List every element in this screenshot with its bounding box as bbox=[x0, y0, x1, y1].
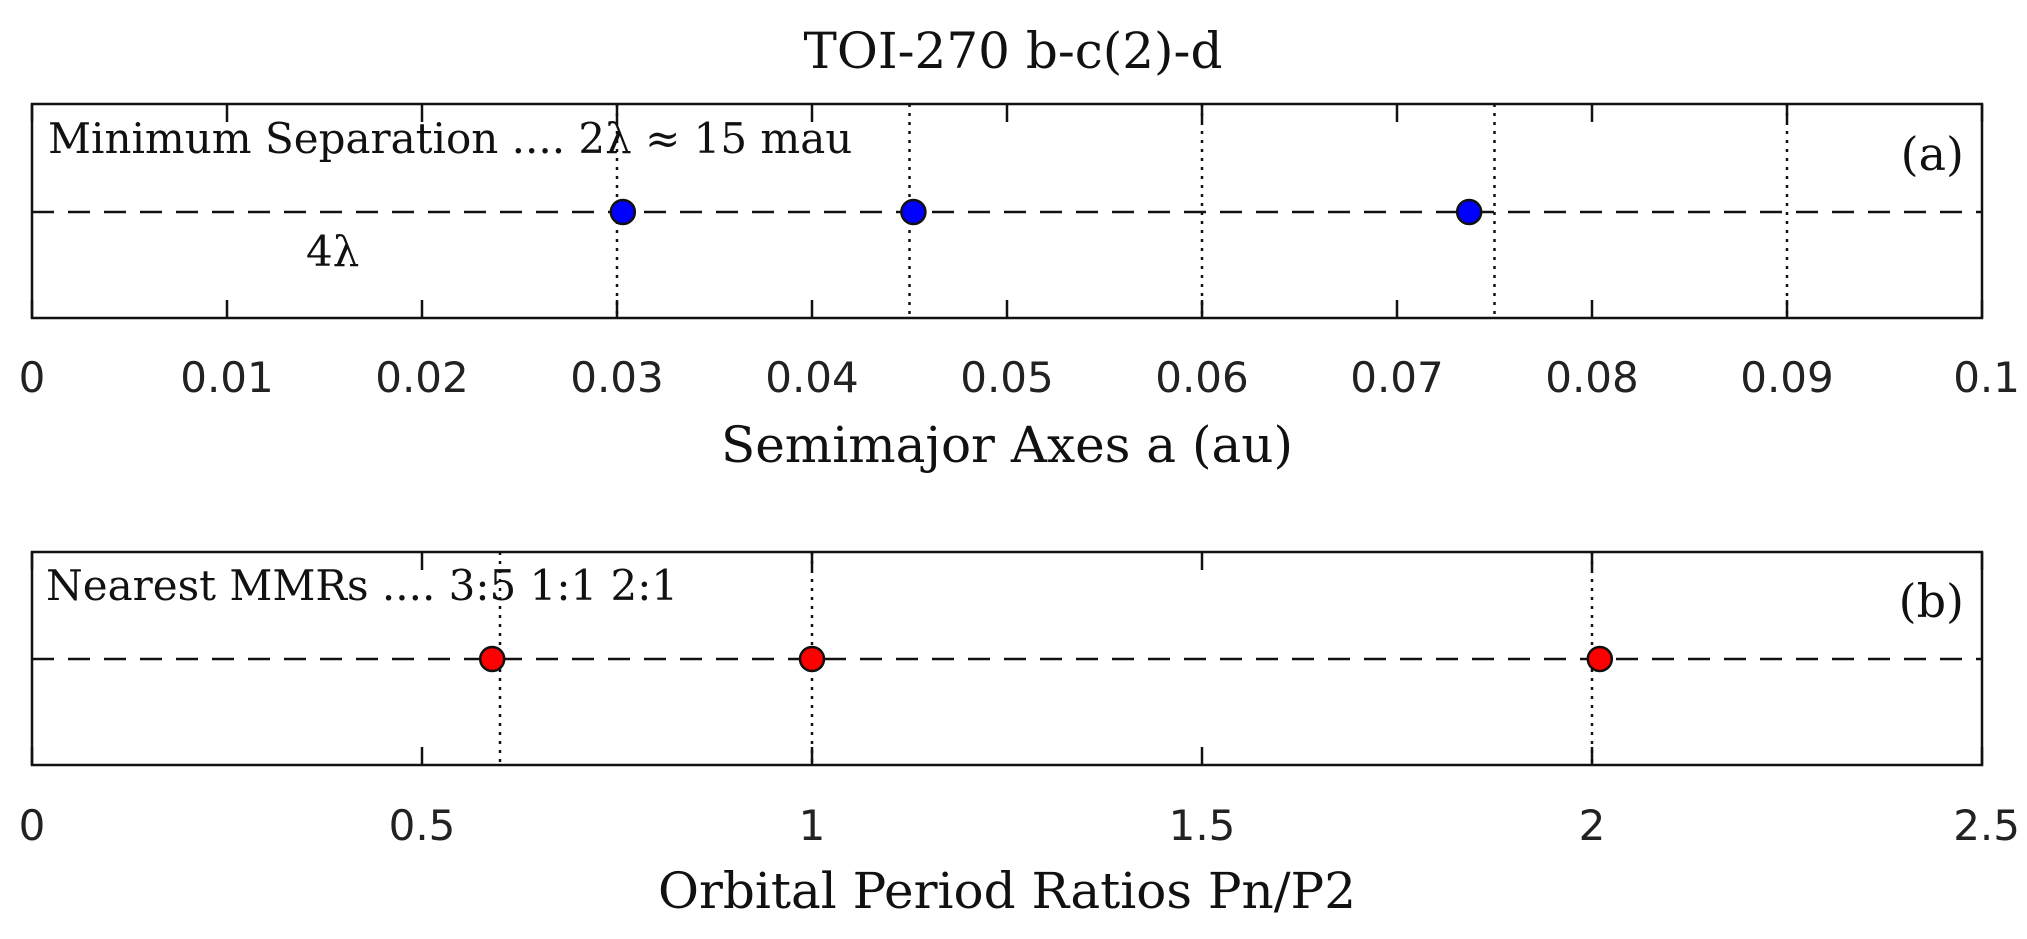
panel-b-tick-label-1: 0.5 bbox=[389, 801, 456, 850]
panel-a-frame bbox=[30, 102, 1984, 320]
chart-title: TOI-270 b-c(2)-d bbox=[804, 22, 1223, 80]
panel-b-tick-label-2: 1 bbox=[799, 801, 826, 850]
panel-a-tick-label-8: 0.08 bbox=[1545, 353, 1639, 402]
panel-a-annotation-4lambda: 4λ bbox=[306, 227, 359, 276]
panel-b-marker-2 bbox=[1586, 645, 1614, 673]
panel-a-tick-labels: 0 0.01 0.02 0.03 0.04 0.05 0.06 0.07 0.08 0.09 0.1 bbox=[19, 353, 2020, 402]
panel-b-marker-0 bbox=[478, 645, 506, 673]
panel-a-tick-label-5: 0.05 bbox=[960, 353, 1054, 402]
panel-a-annotation: Minimum Separation .... 2λ ≈ 15 mau bbox=[48, 114, 852, 163]
panel-b-frame bbox=[30, 550, 1984, 767]
panel-a-marker-1 bbox=[900, 198, 927, 226]
panel-a-tick-label-6: 0.06 bbox=[1155, 353, 1249, 402]
panel-b-marker-1 bbox=[798, 645, 826, 673]
panel-a: 0 0.01 0.02 0.03 0.04 0.05 0.06 0.07 0.08 0.09 0.1… bbox=[19, 102, 2020, 474]
panel-a-tick-label-9: 0.09 bbox=[1740, 353, 1834, 402]
panel-a-tick-label-1: 0.01 bbox=[180, 353, 274, 402]
panel-a-markers bbox=[609, 198, 1483, 226]
panel-a-marker-0 bbox=[609, 198, 637, 226]
panel-b: 0 0.5 1 1.5 2 2.5 Nearest MMRs .... 3:5 1:1 2… bbox=[19, 550, 2020, 920]
panel-a-label: (a) bbox=[1901, 127, 1964, 181]
panel-b-tick-label-0: 0 bbox=[19, 801, 46, 850]
panel-a-tick-label-3: 0.03 bbox=[570, 353, 664, 402]
panel-b-annotation: Nearest MMRs .... 3:5 1:1 2:1 bbox=[46, 561, 678, 610]
panel-b-label: (b) bbox=[1899, 574, 1964, 628]
panel-b-tick-labels: 0 0.5 1 1.5 2 2.5 bbox=[19, 801, 2020, 850]
panel-b-tick-label-3: 1.5 bbox=[1169, 801, 1236, 850]
panel-b-tick-label-4: 2 bbox=[1579, 801, 1606, 850]
panel-a-marker-2 bbox=[1455, 198, 1483, 226]
panel-a-tick-label-2: 0.02 bbox=[375, 353, 469, 402]
panel-a-x-axis-label: Semimajor Axes a (au) bbox=[721, 416, 1293, 474]
panel-b-x-axis-label: Orbital Period Ratios Pn/P2 bbox=[658, 862, 1356, 920]
panel-b-markers bbox=[478, 645, 1614, 673]
panel-b-tick-label-5: 2.5 bbox=[1953, 801, 2020, 850]
panel-a-tick-label-10: 0.1 bbox=[1953, 353, 2020, 402]
panel-a-tick-label-4: 0.04 bbox=[765, 353, 859, 402]
panel-a-tick-label-7: 0.07 bbox=[1350, 353, 1444, 402]
panel-a-tick-label-0: 0 bbox=[19, 353, 46, 402]
